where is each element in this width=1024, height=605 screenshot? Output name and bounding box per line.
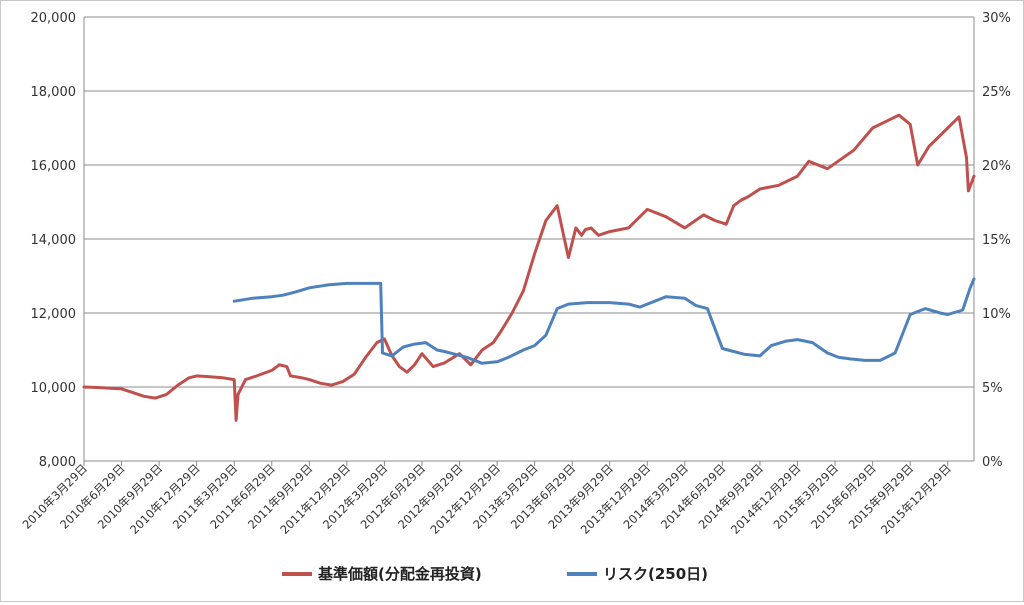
series-layer bbox=[82, 113, 976, 422]
left-axis-tick-label: 18,000 bbox=[31, 85, 77, 100]
right-axis-tick-labels: 0% 5% 10% 15% 20% 25% 30% bbox=[982, 11, 1011, 470]
x-axis-tick-label: 2010年3月29日 bbox=[20, 461, 91, 532]
right-axis-tick-label: 15% bbox=[982, 233, 1011, 248]
x-axis-tick-label: 2012年3月29日 bbox=[320, 461, 391, 532]
x-axis-tick-label: 2014年3月29日 bbox=[620, 461, 691, 532]
left-axis-tick-label: 8,000 bbox=[39, 455, 76, 470]
right-axis-tick-label: 20% bbox=[982, 159, 1011, 174]
left-axis-tick-label: 10,000 bbox=[31, 381, 77, 396]
x-axis-tick-label: 2011年9月29日 bbox=[245, 461, 316, 532]
right-axis-tick-label: 5% bbox=[982, 381, 1003, 396]
x-axis-tick-label: 2010年6月29日 bbox=[57, 461, 128, 532]
left-axis-tick-labels: 8,000 10,000 12,000 14,000 16,000 18,000 20,00… bbox=[31, 11, 77, 470]
x-axis-tick-labels: 2010年3月29日2010年6月29日2010年9月29日2010年12月29… bbox=[20, 461, 954, 537]
series-risk-line bbox=[232, 277, 976, 365]
left-axis-tick-label: 20,000 bbox=[31, 11, 77, 26]
x-axis-tick-label: 2010年9月29日 bbox=[95, 461, 166, 532]
x-axis-tick-label: 2015年9月29日 bbox=[846, 461, 917, 532]
left-axis-tick-label: 12,000 bbox=[31, 307, 77, 322]
x-axis-tick-label: 2015年3月29日 bbox=[771, 461, 842, 532]
right-axis-tick-label: 0% bbox=[982, 455, 1003, 470]
x-axis-tick-label: 2013年3月29日 bbox=[470, 461, 541, 532]
x-axis-tick-label: 2015年6月29日 bbox=[808, 461, 879, 532]
series-nav-line bbox=[82, 113, 976, 422]
legend: 基準価額(分配金再投資) リスク(250日) bbox=[282, 565, 708, 583]
x-axis-tick-label: 2014年6月29日 bbox=[658, 461, 729, 532]
x-axis-tick-label: 2014年9月29日 bbox=[696, 461, 767, 532]
legend-label: リスク(250日) bbox=[603, 565, 708, 583]
left-axis-tick-label: 16,000 bbox=[31, 159, 77, 174]
x-axis-tick-label: 2013年6月29日 bbox=[508, 461, 579, 532]
right-axis-tick-label: 10% bbox=[982, 307, 1011, 322]
x-axis-tick-label: 2011年6月29日 bbox=[207, 461, 278, 532]
left-axis-tick-label: 14,000 bbox=[31, 233, 77, 248]
x-axis-tick-label: 2015年12月29日 bbox=[878, 461, 954, 537]
x-axis-tick-label: 2013年9月29日 bbox=[545, 461, 616, 532]
right-axis-tick-label: 25% bbox=[982, 85, 1011, 100]
legend-label: 基準価額(分配金再投資) bbox=[317, 565, 482, 583]
right-axis-tick-label: 30% bbox=[982, 11, 1011, 26]
x-axis-tick-label: 2012年6月29日 bbox=[358, 461, 429, 532]
gridlines bbox=[84, 16, 974, 462]
x-axis-tick-label: 2011年3月29日 bbox=[170, 461, 241, 532]
x-axis-tick-label: 2012年9月29日 bbox=[395, 461, 466, 532]
axes bbox=[83, 17, 975, 466]
